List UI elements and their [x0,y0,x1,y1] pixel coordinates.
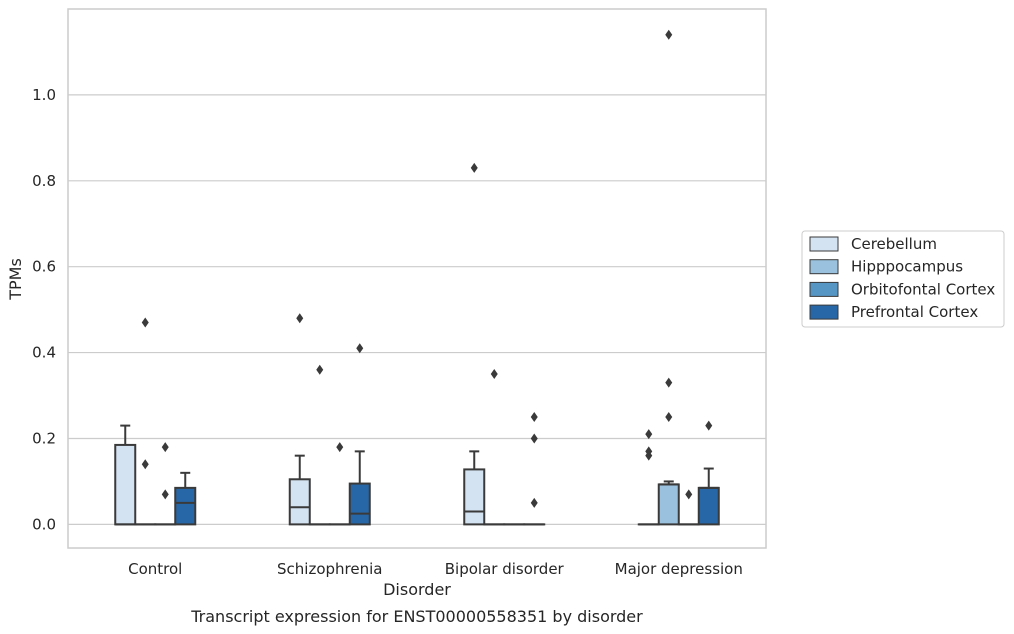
box-group [134,317,157,526]
box [288,478,311,526]
box-group [154,442,177,526]
box-group [308,364,331,526]
outlier-point [470,162,478,173]
legend-label: Prefrontal Cortex [851,303,978,321]
outlier-point [336,442,344,453]
outlier-point [665,377,673,388]
outlier-point [530,412,538,423]
plot-frame [67,8,767,549]
legend-swatch [809,236,839,252]
box-group [697,420,720,526]
outlier-point [705,420,713,431]
y-tick-label: 0.2 [32,429,56,447]
legend-label: Cerebellum [851,235,937,253]
outlier-point [665,29,673,40]
box-group [348,343,371,526]
outlier-point [356,343,364,354]
x-axis-ticks: Control Schizophrenia Bipolar disorder Majo… [128,560,743,578]
box-group [463,162,486,526]
outlier-point [530,433,538,444]
box-group [114,424,137,526]
legend-swatch [809,281,839,297]
box-group [677,489,700,526]
box-group [288,313,311,526]
outlier-point [296,313,304,324]
x-axis-label: Disorder [383,580,451,599]
x-tick-label: Bipolar disorder [445,560,565,578]
box [697,486,720,526]
legend: Cerebellum Hipppocampus Orbitofontal Corte… [801,230,1005,328]
outlier-point [316,364,324,375]
legend-label: Orbitofontal Cortex [851,280,995,298]
box-group [523,412,546,526]
y-tick-label: 1.0 [32,86,56,104]
legend-swatch [809,259,839,275]
outlier-point [685,489,693,500]
box-group [637,429,660,526]
box-group [174,471,197,526]
grid-lines [68,94,766,525]
legend-label: Hipppocampus [851,258,963,276]
boxes [114,29,720,526]
outlier-point [141,317,149,328]
y-tick-label: 0.6 [32,258,56,276]
box [174,486,197,526]
outlier-point [490,369,498,380]
y-tick-label: 0.4 [32,344,56,362]
box [114,443,137,526]
x-tick-label: Control [128,560,182,578]
box-group [657,29,680,526]
outlier-point [665,412,673,423]
y-axis-label: TPMs [6,258,25,301]
x-tick-label: Major depression [615,560,743,578]
x-tick-label: Schizophrenia [277,560,382,578]
outlier-point [161,489,169,500]
y-axis-ticks: 0.0 0.2 0.4 0.6 0.8 1.0 [32,86,56,533]
box [348,482,371,526]
outlier-point [161,442,169,453]
outlier-point [530,497,538,508]
chart-caption: Transcript expression for ENST0000055835… [190,607,643,626]
legend-swatch [809,304,839,320]
box-group [328,442,351,526]
outlier-point [141,459,149,470]
box-group [483,369,506,526]
box [657,483,680,526]
box [463,468,486,526]
outlier-point [645,446,653,457]
legend-frame [801,230,1005,328]
y-tick-label: 0.0 [32,515,56,533]
outlier-point [645,429,653,440]
y-tick-label: 0.8 [32,172,56,190]
